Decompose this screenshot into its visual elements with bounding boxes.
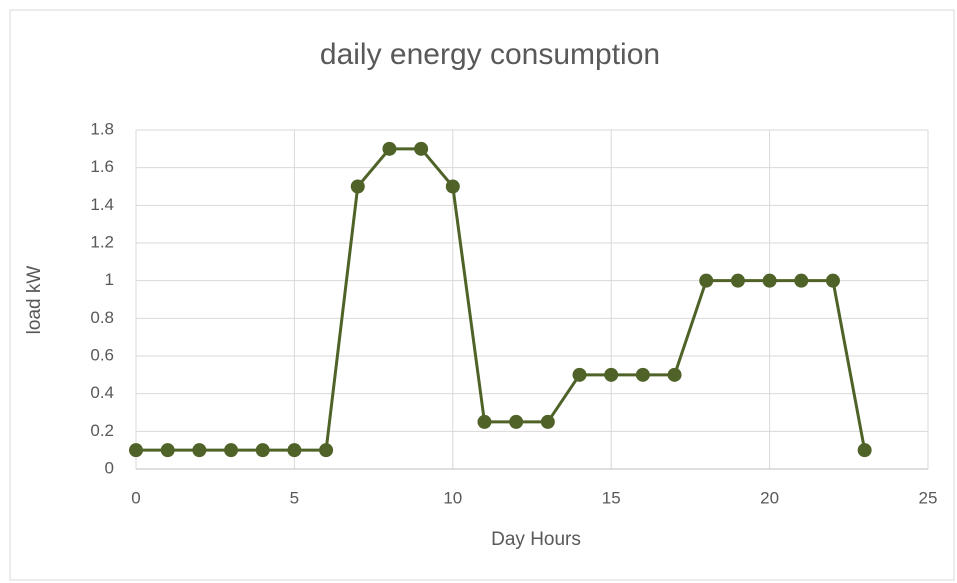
x-tick-label: 5 xyxy=(290,488,299,507)
y-tick-label: 1.8 xyxy=(90,119,114,138)
data-point xyxy=(445,179,460,194)
data-point xyxy=(667,367,682,382)
y-tick-label: 0.2 xyxy=(90,421,114,440)
x-axis-label: Day Hours xyxy=(491,529,581,550)
data-point xyxy=(382,141,397,156)
data-point xyxy=(319,443,334,458)
x-tick-label: 10 xyxy=(443,488,462,507)
data-point xyxy=(160,443,175,458)
data-point xyxy=(794,273,809,288)
data-point xyxy=(129,443,143,458)
x-tick-label: 0 xyxy=(131,488,140,507)
y-tick-label: 1.6 xyxy=(90,157,114,176)
data-point xyxy=(255,443,270,458)
y-axis-label: load kW xyxy=(24,266,45,335)
x-tick-label: 20 xyxy=(760,488,779,507)
chart-title: daily energy consumption xyxy=(320,38,660,71)
data-point xyxy=(350,179,365,194)
x-tick-label: 15 xyxy=(602,488,621,507)
y-tick-label: 1.4 xyxy=(90,195,114,214)
y-tick-label: 1.2 xyxy=(90,232,114,251)
data-point xyxy=(224,443,239,458)
data-point xyxy=(635,367,650,382)
data-point xyxy=(540,414,555,429)
data-point xyxy=(192,443,207,458)
y-tick-label: 0 xyxy=(105,458,114,477)
data-point xyxy=(825,273,840,288)
data-point xyxy=(287,443,302,458)
y-tick-label: 0.4 xyxy=(90,383,114,402)
data-point xyxy=(477,414,492,429)
data-point xyxy=(762,273,777,288)
data-point xyxy=(509,414,524,429)
data-point xyxy=(414,141,429,156)
chart-border xyxy=(9,9,955,581)
x-tick-label: 25 xyxy=(919,488,938,507)
y-tick-label: 1 xyxy=(105,270,114,289)
data-point xyxy=(604,367,619,382)
y-tick-label: 0.8 xyxy=(90,308,114,327)
data-point xyxy=(572,367,587,382)
data-point xyxy=(699,273,714,288)
data-point xyxy=(857,443,872,458)
data-point xyxy=(730,273,745,288)
y-tick-label: 0.6 xyxy=(90,345,114,364)
